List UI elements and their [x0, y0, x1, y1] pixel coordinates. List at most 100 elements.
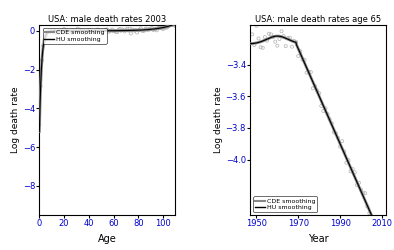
Point	[166, 24, 172, 28]
Point	[251, 43, 258, 47]
Point	[287, 36, 293, 40]
Point	[157, 26, 164, 30]
Point	[74, 27, 81, 31]
Point	[354, 183, 360, 187]
Point	[48, 30, 55, 34]
Point	[114, 30, 121, 34]
Point	[366, 211, 373, 215]
Point	[370, 221, 377, 225]
Point	[124, 27, 130, 31]
Point	[63, 29, 70, 33]
Point	[51, 28, 58, 32]
Point	[356, 181, 362, 185]
Point	[169, 23, 175, 27]
Point	[274, 44, 281, 48]
Point	[81, 28, 87, 32]
Point	[66, 30, 72, 34]
Point	[97, 31, 103, 35]
Point	[144, 27, 150, 31]
Point	[303, 70, 310, 74]
Point	[125, 28, 132, 32]
Point	[119, 28, 125, 32]
Point	[132, 29, 138, 33]
Point	[113, 30, 119, 34]
Point	[295, 54, 301, 58]
Point	[107, 29, 113, 33]
Point	[69, 30, 75, 34]
Point	[118, 29, 124, 33]
Point	[37, 84, 44, 88]
Point	[94, 28, 100, 32]
Point	[93, 29, 99, 33]
Point	[65, 30, 71, 34]
Point	[379, 234, 385, 237]
Point	[67, 29, 73, 33]
X-axis label: Year: Year	[308, 234, 329, 244]
Point	[50, 30, 56, 34]
Point	[291, 39, 297, 43]
Point	[172, 24, 178, 28]
X-axis label: Age: Age	[98, 234, 117, 244]
Y-axis label: Log death rate: Log death rate	[214, 87, 223, 153]
Point	[91, 30, 97, 34]
Point	[85, 28, 92, 32]
Point	[138, 26, 144, 30]
Point	[264, 38, 270, 42]
Point	[47, 29, 54, 33]
Point	[78, 28, 85, 32]
Point	[77, 30, 84, 34]
Point	[343, 161, 349, 165]
Point	[109, 28, 115, 32]
Point	[104, 28, 111, 32]
Point	[88, 29, 95, 33]
Point	[162, 26, 169, 30]
Point	[123, 28, 129, 32]
Point	[279, 29, 285, 33]
Point	[260, 46, 266, 50]
Point	[39, 58, 45, 62]
Point	[156, 26, 162, 30]
Point	[139, 28, 145, 32]
Point	[159, 26, 165, 30]
Point	[80, 30, 86, 34]
Point	[306, 70, 312, 73]
Point	[170, 22, 176, 26]
Point	[99, 29, 106, 33]
Point	[375, 226, 381, 230]
Point	[150, 28, 156, 32]
Point	[270, 35, 276, 39]
Point	[282, 44, 289, 48]
Point	[171, 22, 177, 26]
Point	[329, 122, 335, 126]
Point	[45, 30, 51, 34]
Legend: CDE smoothing, HU smoothing: CDE smoothing, HU smoothing	[253, 196, 318, 212]
Point	[333, 131, 339, 135]
Point	[316, 91, 322, 95]
Point	[314, 88, 320, 92]
Point	[102, 28, 108, 32]
Point	[71, 30, 77, 34]
Point	[281, 34, 287, 38]
Point	[161, 26, 167, 30]
Point	[44, 30, 50, 34]
Point	[151, 27, 158, 31]
Point	[133, 28, 139, 32]
Point	[289, 45, 295, 49]
Point	[100, 30, 107, 34]
Point	[266, 32, 272, 36]
Point	[272, 40, 279, 44]
Point	[362, 191, 368, 195]
Point	[43, 34, 49, 38]
Point	[126, 27, 133, 31]
Point	[167, 22, 174, 26]
Point	[155, 26, 161, 30]
Point	[52, 31, 59, 35]
Point	[147, 27, 154, 31]
Point	[117, 27, 123, 31]
Point	[310, 86, 316, 90]
Point	[129, 28, 135, 32]
Point	[130, 28, 136, 32]
Point	[331, 130, 337, 134]
Point	[46, 30, 52, 34]
Point	[335, 136, 341, 140]
